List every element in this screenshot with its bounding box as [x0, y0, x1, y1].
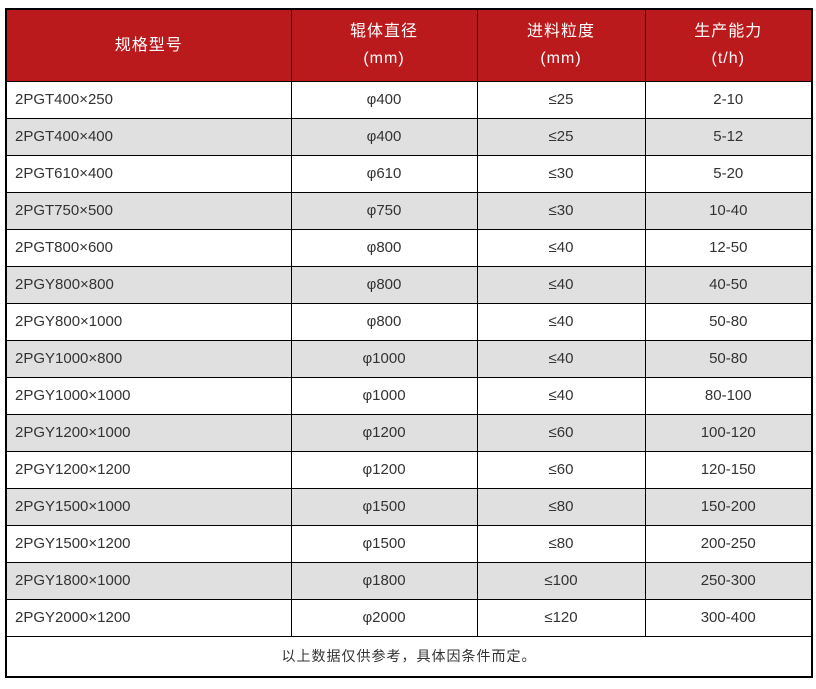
cell-capacity: 300-400: [644, 598, 813, 637]
header-model: 规格型号: [5, 8, 292, 82]
cell-roller-diameter: φ1500: [290, 524, 478, 563]
spec-table: 规格型号 辊体直径 (mm) 进料粒度 (mm) 生产能力 (t/h) 2PGT…: [5, 8, 813, 678]
header-feed-size: 进料粒度 (mm): [476, 8, 646, 82]
header-roller-diameter-unit: (mm): [363, 50, 405, 68]
header-feed-size-unit: (mm): [540, 50, 582, 68]
table-row: 2PGT400×400 φ400 ≤25 5-12: [5, 117, 813, 156]
cell-roller-diameter: φ1000: [290, 339, 478, 378]
cell-capacity: 150-200: [644, 487, 813, 526]
cell-roller-diameter: φ1200: [290, 450, 478, 489]
table-row: 2PGY1200×1200 φ1200 ≤60 120-150: [5, 450, 813, 489]
header-capacity-unit: (t/h): [711, 50, 745, 68]
header-roller-diameter: 辊体直径 (mm): [290, 8, 478, 82]
cell-model: 2PGT400×400: [5, 117, 292, 156]
cell-feed-size: ≤60: [476, 450, 646, 489]
table-header: 规格型号 辊体直径 (mm) 进料粒度 (mm) 生产能力 (t/h): [5, 8, 813, 82]
cell-feed-size: ≤120: [476, 598, 646, 637]
cell-feed-size: ≤40: [476, 302, 646, 341]
cell-feed-size: ≤25: [476, 80, 646, 119]
table-footer: 以上数据仅供参考，具体因条件而定。: [5, 635, 813, 678]
cell-roller-diameter: φ400: [290, 80, 478, 119]
cell-feed-size: ≤80: [476, 487, 646, 526]
cell-feed-size: ≤40: [476, 376, 646, 415]
cell-roller-diameter: φ1500: [290, 487, 478, 526]
header-feed-size-title: 进料粒度: [526, 23, 595, 41]
cell-roller-diameter: φ610: [290, 154, 478, 193]
cell-feed-size: ≤30: [476, 191, 646, 230]
cell-roller-diameter: φ400: [290, 117, 478, 156]
cell-roller-diameter: φ1800: [290, 561, 478, 600]
table-row: 2PGY1500×1200 φ1500 ≤80 200-250: [5, 524, 813, 563]
table-row: 2PGT400×250 φ400 ≤25 2-10: [5, 80, 813, 119]
footer-row: 以上数据仅供参考，具体因条件而定。: [5, 635, 813, 678]
cell-capacity: 12-50: [644, 228, 813, 267]
cell-capacity: 2-10: [644, 80, 813, 119]
cell-feed-size: ≤80: [476, 524, 646, 563]
cell-roller-diameter: φ1200: [290, 413, 478, 452]
cell-model: 2PGT750×500: [5, 191, 292, 230]
cell-feed-size: ≤100: [476, 561, 646, 600]
cell-capacity: 10-40: [644, 191, 813, 230]
table-row: 2PGY800×1000 φ800 ≤40 50-80: [5, 302, 813, 341]
cell-model: 2PGY1200×1200: [5, 450, 292, 489]
cell-model: 2PGY1000×800: [5, 339, 292, 378]
table-body: 2PGT400×250 φ400 ≤25 2-10 2PGT400×400 φ400 ≤25…: [5, 80, 813, 637]
cell-feed-size: ≤40: [476, 265, 646, 304]
cell-capacity: 80-100: [644, 376, 813, 415]
cell-capacity: 100-120: [644, 413, 813, 452]
cell-model: 2PGT800×600: [5, 228, 292, 267]
cell-capacity: 250-300: [644, 561, 813, 600]
header-capacity-title: 生产能力: [694, 23, 763, 41]
header-roller-diameter-title: 辊体直径: [349, 23, 418, 41]
cell-roller-diameter: φ1000: [290, 376, 478, 415]
cell-feed-size: ≤40: [476, 228, 646, 267]
cell-model: 2PGY1000×1000: [5, 376, 292, 415]
header-capacity: 生产能力 (t/h): [644, 8, 813, 82]
table-row: 2PGY1800×1000 φ1800 ≤100 250-300: [5, 561, 813, 600]
cell-model: 2PGY1500×1000: [5, 487, 292, 526]
table-row: 2PGT800×600 φ800 ≤40 12-50: [5, 228, 813, 267]
table-row: 2PGY1000×800 φ1000 ≤40 50-80: [5, 339, 813, 378]
cell-feed-size: ≤40: [476, 339, 646, 378]
cell-feed-size: ≤25: [476, 117, 646, 156]
cell-model: 2PGT610×400: [5, 154, 292, 193]
footer-note: 以上数据仅供参考，具体因条件而定。: [5, 635, 813, 678]
cell-roller-diameter: φ2000: [290, 598, 478, 637]
cell-model: 2PGY1200×1000: [5, 413, 292, 452]
cell-roller-diameter: φ750: [290, 191, 478, 230]
cell-capacity: 50-80: [644, 302, 813, 341]
cell-model: 2PGY800×1000: [5, 302, 292, 341]
table-row: 2PGY1200×1000 φ1200 ≤60 100-120: [5, 413, 813, 452]
cell-capacity: 5-12: [644, 117, 813, 156]
cell-roller-diameter: φ800: [290, 228, 478, 267]
table-row: 2PGY2000×1200 φ2000 ≤120 300-400: [5, 598, 813, 637]
table-row: 2PGY1500×1000 φ1500 ≤80 150-200: [5, 487, 813, 526]
cell-model: 2PGY1800×1000: [5, 561, 292, 600]
cell-capacity: 200-250: [644, 524, 813, 563]
cell-model: 2PGY2000×1200: [5, 598, 292, 637]
cell-feed-size: ≤30: [476, 154, 646, 193]
header-model-title: 规格型号: [114, 36, 183, 54]
header-row: 规格型号 辊体直径 (mm) 进料粒度 (mm) 生产能力 (t/h): [5, 8, 813, 82]
table-row: 2PGY800×800 φ800 ≤40 40-50: [5, 265, 813, 304]
cell-model: 2PGY1500×1200: [5, 524, 292, 563]
cell-roller-diameter: φ800: [290, 302, 478, 341]
cell-feed-size: ≤60: [476, 413, 646, 452]
cell-capacity: 40-50: [644, 265, 813, 304]
table-row: 2PGY1000×1000 φ1000 ≤40 80-100: [5, 376, 813, 415]
cell-roller-diameter: φ800: [290, 265, 478, 304]
cell-model: 2PGY800×800: [5, 265, 292, 304]
cell-capacity: 50-80: [644, 339, 813, 378]
cell-model: 2PGT400×250: [5, 80, 292, 119]
table-row: 2PGT750×500 φ750 ≤30 10-40: [5, 191, 813, 230]
cell-capacity: 120-150: [644, 450, 813, 489]
cell-capacity: 5-20: [644, 154, 813, 193]
table-row: 2PGT610×400 φ610 ≤30 5-20: [5, 154, 813, 193]
